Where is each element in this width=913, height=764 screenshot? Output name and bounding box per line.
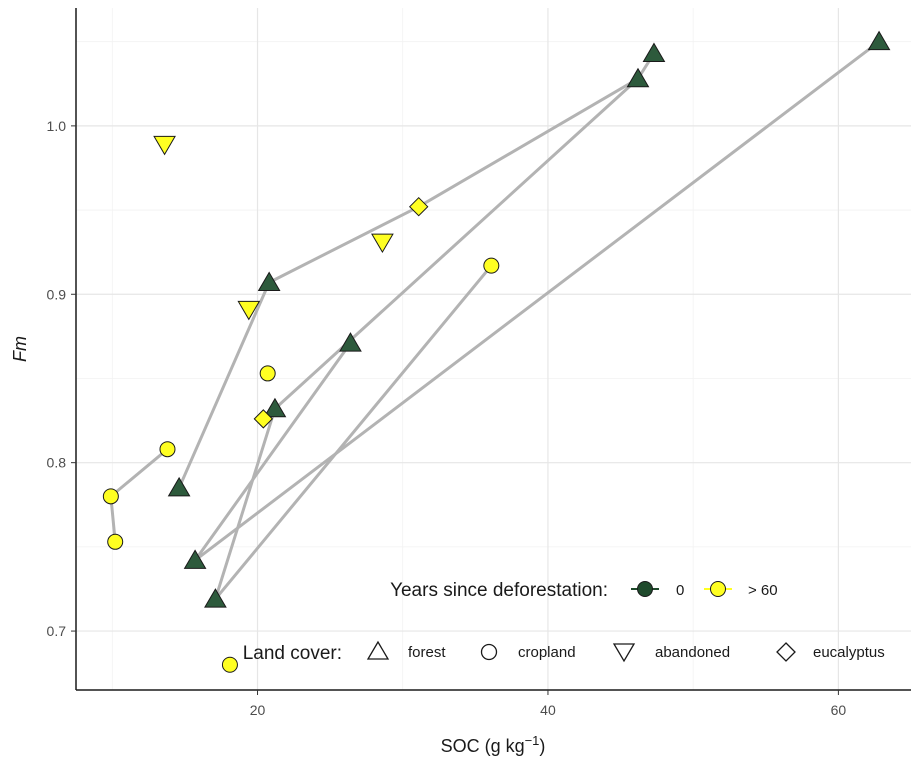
legend-years-key-symbol-0 (637, 581, 653, 597)
x-tick-label: 20 (250, 702, 266, 718)
major-gridlines (76, 8, 911, 690)
connection-line (213, 264, 493, 601)
connection-lines (109, 40, 881, 601)
legend-abandoned-triangle-down-icon (612, 643, 636, 663)
legend-years-label-1: > 60 (748, 582, 778, 599)
data-point-abandoned (371, 233, 394, 254)
data-point-cropland (259, 365, 276, 382)
legend-cover-label-eucalyptus: eucalyptus (813, 644, 885, 661)
connection-line (273, 77, 640, 411)
data-point-forest (263, 397, 287, 418)
legend-cover-label-abandoned: abandoned (655, 644, 730, 661)
data-point-cropland (483, 257, 500, 274)
legend-years-title: Years since deforestation: (390, 580, 608, 601)
legend-years-key-symbol-1 (710, 581, 726, 597)
data-point-forest (257, 271, 281, 291)
x-tick-label: 60 (831, 702, 847, 718)
data-point-forest (867, 30, 891, 51)
connection-line (193, 40, 881, 562)
legend-cover-item-forest: forest (366, 640, 446, 661)
x-axis-title-superscript: −1 (525, 733, 540, 748)
connection-line (267, 205, 421, 284)
data-point-forest (626, 67, 650, 88)
y-tick-label: 1.0 (47, 118, 67, 134)
y-tick-label: 0.9 (47, 286, 67, 302)
data-point-cropland (221, 656, 238, 673)
connection-line (213, 407, 277, 601)
legend-cover-title: Land cover: (243, 643, 342, 664)
legend-cover-label-forest: forest (408, 644, 446, 661)
x-tick-label: 40 (540, 702, 556, 718)
legend-years-item-1: > 60 (704, 581, 778, 599)
data-point-forest (204, 588, 227, 608)
legend-eucalyptus-diamond-icon (776, 642, 796, 662)
data-point-forest (167, 476, 191, 497)
y-tick-label: 0.7 (47, 623, 67, 639)
data-point-cropland (107, 533, 124, 550)
data-point-abandoned (153, 135, 176, 156)
legend-years-item-0: 0 (631, 581, 684, 599)
data-point-cropland (102, 488, 119, 505)
legend-forest-triangle-icon (366, 640, 390, 660)
tick-marks-and-labels: 20 40 60 0.7 0.8 0.9 1.0 (47, 118, 847, 718)
legend: Years since deforestation: 0 > 60 Land c… (243, 580, 885, 664)
data-point-forest (642, 42, 666, 62)
legend-cover-label-cropland: cropland (518, 644, 576, 661)
data-point-eucalyptus (409, 196, 429, 217)
data-point-eucalyptus (253, 409, 274, 429)
axes (75, 8, 911, 691)
legend-cover-item-abandoned: abandoned (612, 643, 730, 663)
data-points (102, 30, 891, 673)
data-point-cropland (159, 441, 176, 458)
x-axis-title: SOC (g kg−1) (441, 733, 546, 756)
connection-line (417, 77, 640, 209)
x-axis-title-tail: ) (539, 736, 545, 756)
legend-cropland-circle-icon (480, 643, 498, 661)
y-axis-title: Fm (10, 336, 30, 362)
data-point-forest (339, 332, 362, 352)
data-point-forest (183, 549, 207, 569)
y-tick-label: 0.8 (47, 455, 67, 471)
connection-line (109, 447, 169, 498)
legend-cover-item-eucalyptus: eucalyptus (776, 642, 885, 662)
data-point-abandoned (237, 300, 261, 321)
connection-line (193, 341, 352, 562)
connection-line (177, 280, 271, 490)
legend-cover-item-cropland: cropland (480, 643, 576, 661)
legend-years-label-0: 0 (676, 582, 684, 599)
